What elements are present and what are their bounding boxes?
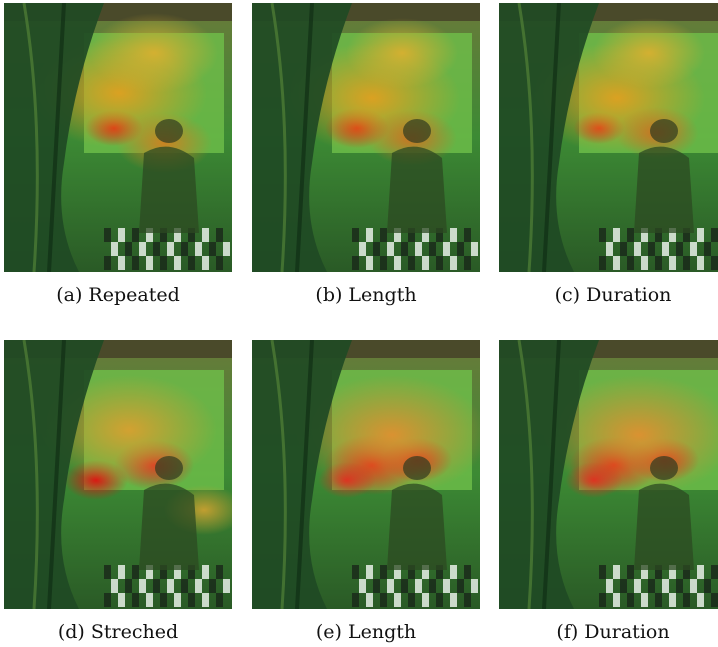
panel-caption: (f) Duration — [499, 621, 718, 643]
heatmap-image — [4, 340, 232, 609]
figure-panel: (e) Length — [252, 340, 480, 643]
figure-panel: (b) Length — [252, 3, 480, 306]
heatmap-image — [499, 3, 718, 272]
scene — [499, 3, 718, 272]
scene — [252, 340, 480, 609]
figure-panel: (a) Repeated — [4, 3, 232, 306]
panel-caption: (c) Duration — [499, 284, 718, 306]
figure: (a) Repeated (b) Length (c) Duration (d) St… — [0, 0, 718, 647]
panel-caption: (e) Length — [252, 621, 480, 643]
panel-caption: (a) Repeated — [4, 284, 232, 306]
scene — [4, 340, 232, 609]
scene — [499, 340, 718, 609]
scene — [4, 3, 232, 272]
figure-panel: (d) Streched — [4, 340, 232, 643]
heatmap-image — [252, 340, 480, 609]
heatmap-image — [252, 3, 480, 272]
scene — [252, 3, 480, 272]
panel-caption: (b) Length — [252, 284, 480, 306]
figure-panel: (f) Duration — [499, 340, 718, 643]
panel-caption: (d) Streched — [4, 621, 232, 643]
heatmap-image — [4, 3, 232, 272]
figure-panel: (c) Duration — [499, 3, 718, 306]
heatmap-image — [499, 340, 718, 609]
